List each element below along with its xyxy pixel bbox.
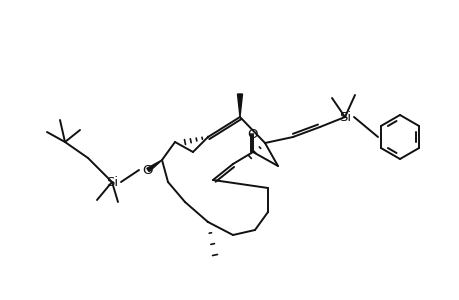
Text: O: O	[142, 164, 153, 176]
Text: Si: Si	[338, 110, 350, 124]
Text: Si: Si	[106, 176, 118, 188]
Text: O: O	[247, 128, 257, 140]
Polygon shape	[237, 94, 242, 117]
Polygon shape	[146, 160, 162, 172]
